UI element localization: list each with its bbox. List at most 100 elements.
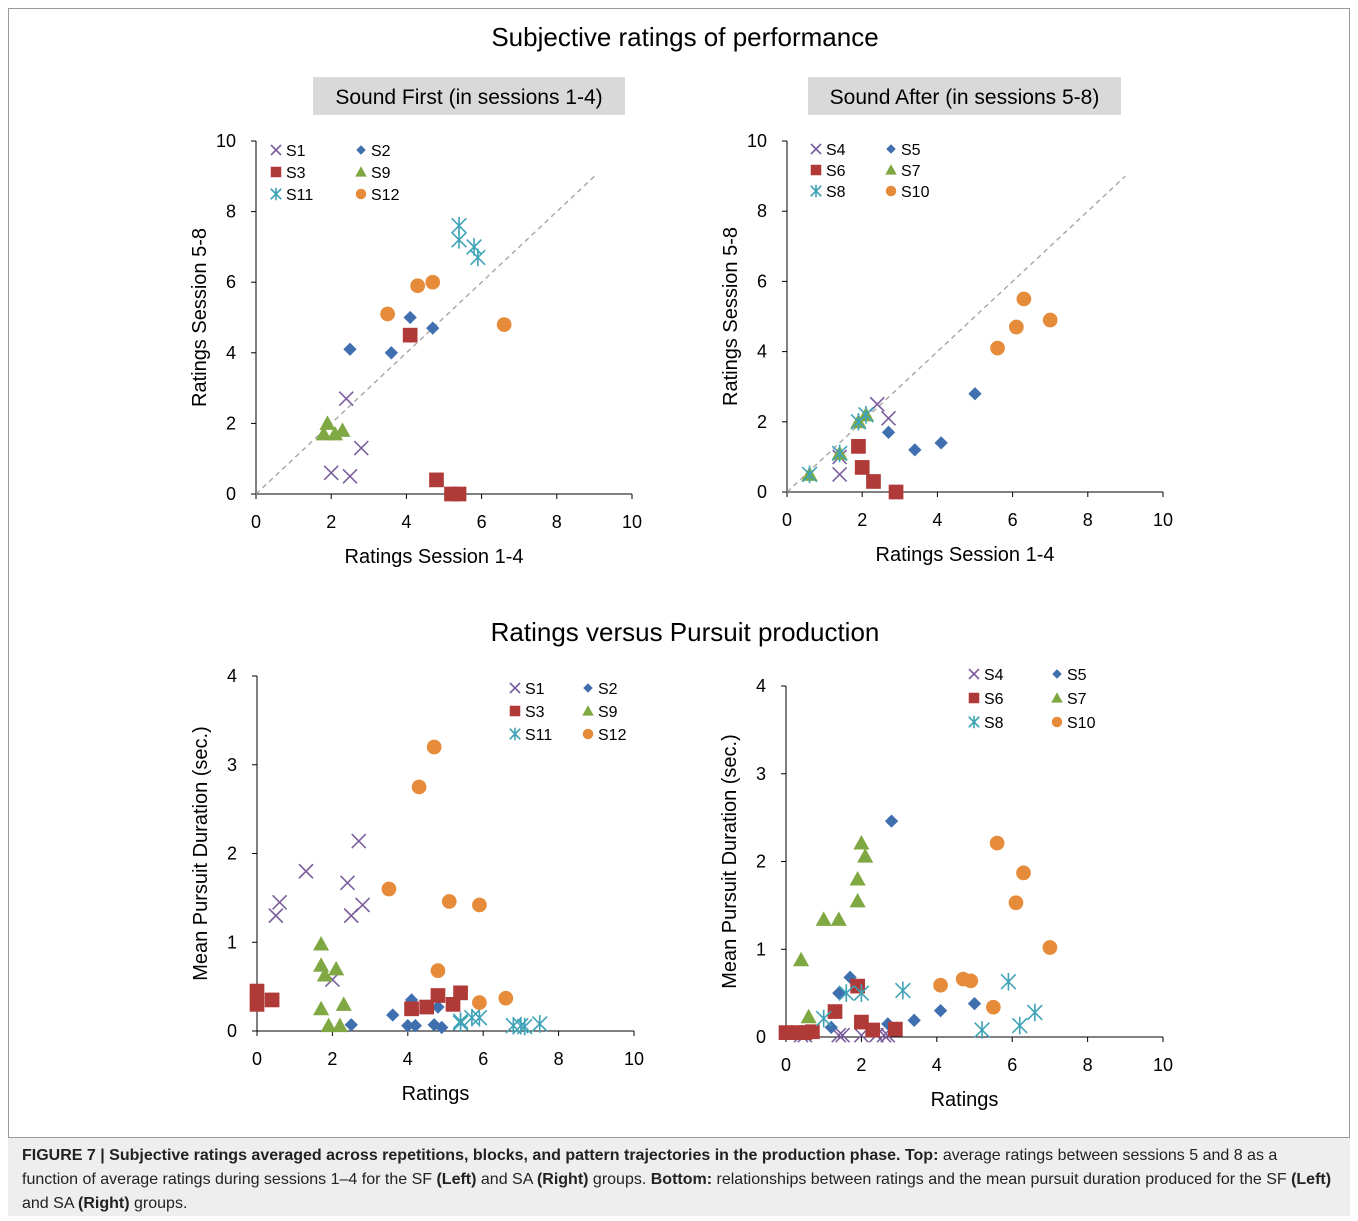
data-point [335,996,352,1011]
data-point [298,863,314,879]
legend-marker [810,184,822,198]
x-tick-label: 10 [1153,510,1173,530]
x-tick-label: 4 [932,510,942,530]
data-point [451,486,467,502]
y-tick-label: 1 [227,932,237,952]
chart-top-right: Sound After (in sessions 5-8) 0 2 4 6 8 10 0 2 4 6… [720,77,1173,566]
y-tick-label: 4 [227,666,237,686]
series-s1 [268,833,371,988]
data-point [344,1018,358,1032]
legend-label: S6 [826,163,846,180]
data-point [880,410,897,426]
legend-label: S8 [984,715,1004,732]
y-tick-label: 0 [756,1027,766,1047]
panel-label-box [808,77,1121,115]
data-point [881,425,896,439]
legend-marker [509,727,521,741]
data-point [933,1004,948,1018]
series-s4 [832,396,897,483]
x-axis-title: Ratings Session 1-4 [876,544,1055,566]
data-point [408,1019,422,1033]
data-point [316,967,333,982]
panel-label-box [313,77,625,115]
data-point [866,474,881,489]
x-tick-label: 10 [624,1049,644,1069]
data-point [1042,312,1058,328]
y-tick-label: 6 [226,272,236,292]
legend-label: S12 [598,727,627,744]
data-point [404,1001,419,1017]
legend-label: S2 [371,143,391,160]
data-point [313,957,330,972]
x-axis-title: Ratings [931,1089,999,1111]
legend: S4 S5 S6 S7 S8 S10 [968,667,1096,732]
legend-marker [270,166,282,178]
data-point [498,990,514,1006]
legend-marker [968,715,980,729]
x-tick-label: 4 [403,1049,413,1069]
y-tick-label: 2 [757,412,767,432]
data-point [404,993,419,1007]
bottom-figure-title: Ratings versus Pursuit production [491,617,880,647]
x-tick-label: 4 [932,1055,942,1075]
data-point [402,327,418,343]
x-tick-label: 6 [478,1049,488,1069]
data-point [967,997,982,1011]
caption-and-1: and SA [476,1171,537,1188]
data-point [894,981,911,1000]
legend-marker [968,668,980,680]
legend-label: S5 [901,142,921,159]
data-point [264,992,280,1008]
caption-top-label: Top: [904,1147,939,1164]
y-tick-label: 4 [757,342,767,362]
data-point [887,1021,903,1037]
legend-label: S7 [901,163,921,180]
x-tick-label: 2 [327,1049,337,1069]
series-s12 [381,739,514,1010]
legend-label: S4 [826,142,846,159]
data-point [429,472,444,488]
data-point [249,983,265,999]
series-s3 [402,327,467,502]
y-axis-title: Ratings Session 5-8 [720,227,742,406]
series-s5 [881,387,982,457]
legend-label: S11 [286,187,313,204]
data-point [1016,865,1031,881]
x-tick-label: 8 [1083,510,1093,530]
legend-label: S9 [598,704,618,721]
series-s3 [249,983,468,1017]
data-point [832,986,846,1000]
top-figure-title: Subjective ratings of performance [491,22,878,52]
legend-marker [885,185,897,197]
data-point [401,1019,415,1033]
data-point [800,1008,817,1024]
y-tick-label: 8 [226,202,236,222]
y-tick-label: 0 [227,1021,237,1041]
legend-label: S10 [1067,715,1096,732]
x-tick-label: 6 [1007,1055,1017,1075]
legend-marker [356,145,366,155]
panel-label: Sound First (in sessions 1-4) [335,86,602,109]
data-point [1008,895,1024,911]
x-tick-label: 2 [326,512,336,532]
data-point [989,835,1005,851]
data-point [884,814,899,828]
series-s10 [990,291,1058,356]
caption-right-2: (Right) [78,1195,130,1212]
legend-marker [582,705,594,716]
legend-label: S6 [984,691,1004,708]
y-tick-label: 10 [747,131,767,151]
series-s7 [793,835,874,1024]
y-tick-label: 1 [756,939,766,959]
legend-marker [270,144,282,156]
data-point [469,248,486,267]
data-point [381,881,397,897]
data-point [512,1016,529,1035]
legend-label: S12 [371,187,400,204]
y-tick-label: 10 [216,131,236,151]
data-point [849,892,866,908]
y-tick-label: 3 [756,764,766,784]
legend-label: S9 [371,165,391,182]
data-point [974,1021,990,1039]
y-tick-label: 2 [756,852,766,872]
